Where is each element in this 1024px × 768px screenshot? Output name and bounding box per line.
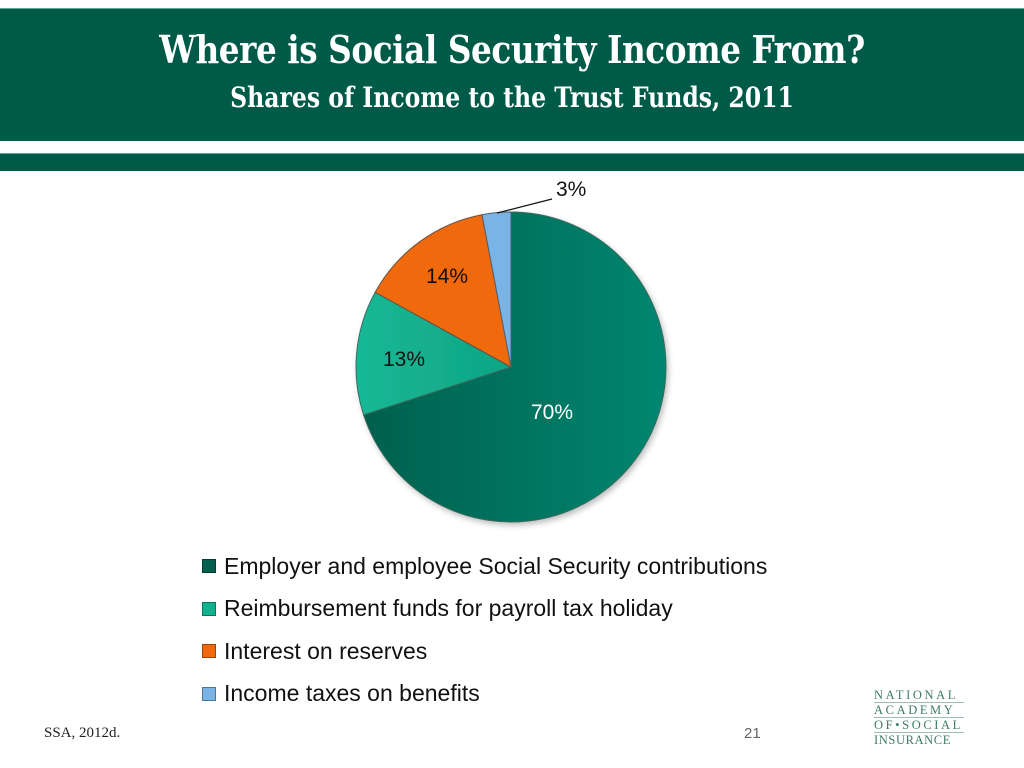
label-reimbursement: 13%: [383, 348, 425, 371]
label-interest: 14%: [426, 265, 468, 288]
pie-slice-employer: [362, 211, 667, 523]
source-citation: SSA, 2012d.: [44, 725, 121, 741]
legend-item-income-tax: Income taxes on benefits: [202, 673, 767, 716]
legend-swatch-icon: [202, 601, 216, 616]
pie-slice-reimbursement: [355, 291, 513, 416]
pie-slice-income-tax: [481, 211, 512, 368]
nasi-logo: NATIONAL ACADEMY OF•SOCIAL INSURANCE: [874, 688, 964, 747]
legend-label: Employer and employee Social Security co…: [224, 552, 768, 579]
slide-subtitle: Shares of Income to the Trust Funds, 201…: [230, 81, 794, 114]
label-income-tax: 3%: [556, 178, 586, 201]
logo-line: INSURANCE: [874, 733, 951, 747]
legend-item-reimbursement: Reimbursement funds for payroll tax holi…: [202, 588, 767, 631]
label-employer: 70%: [531, 401, 573, 424]
legend-label: Income taxes on benefits: [224, 680, 480, 707]
logo-line: ACADEMY: [874, 703, 964, 718]
legend-swatch-icon: [202, 644, 216, 659]
accent-band: [0, 153, 1024, 171]
legend-label: Reimbursement funds for payroll tax holi…: [224, 595, 673, 622]
logo-line: OF•SOCIAL: [874, 718, 964, 733]
legend-item-interest: Interest on reserves: [202, 630, 767, 673]
logo-line: NATIONAL: [874, 688, 964, 703]
leader-line: [496, 198, 553, 214]
legend-swatch-icon: [202, 686, 216, 701]
header-band: Where is Social Security Income From? Sh…: [0, 8, 1024, 141]
page-number: 21: [744, 725, 761, 742]
chart-legend: Employer and employee Social Security co…: [202, 545, 767, 715]
slide-title: Where is Social Security Income From?: [159, 27, 865, 72]
legend-label: Interest on reserves: [224, 637, 428, 664]
legend-item-employer: Employer and employee Social Security co…: [202, 545, 767, 588]
legend-swatch-icon: [202, 559, 216, 574]
pie-slice-interest: [374, 214, 512, 368]
